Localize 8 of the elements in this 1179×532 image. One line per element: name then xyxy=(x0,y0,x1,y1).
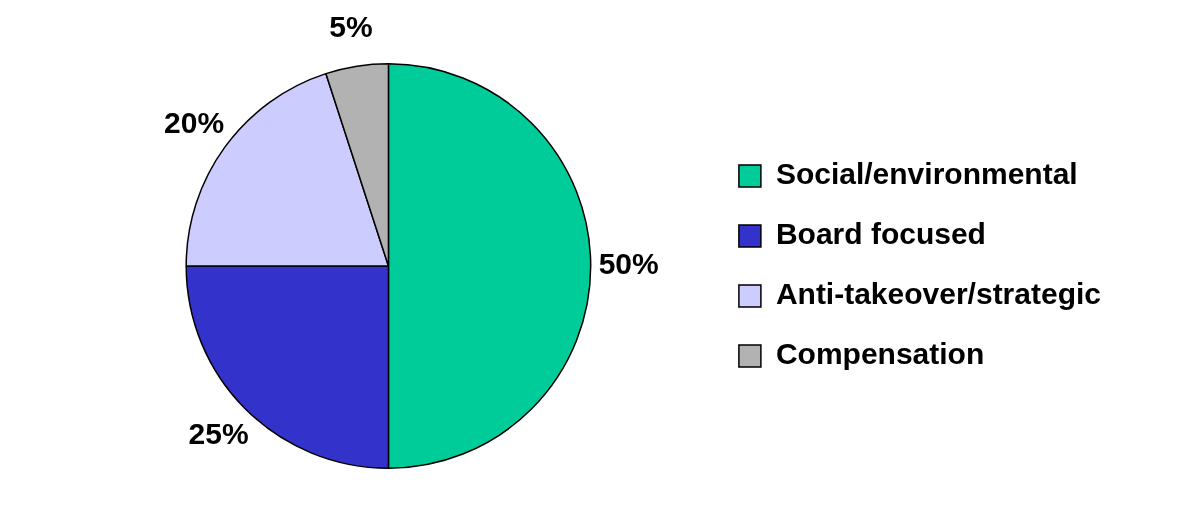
data-label: 20% xyxy=(164,106,225,140)
legend-label: Anti-takeover/strategic xyxy=(775,277,1101,311)
legend-label: Social/environmental xyxy=(775,157,1078,191)
legend-label: Board focused xyxy=(775,217,986,251)
data-label: 25% xyxy=(188,417,249,451)
data-label: 50% xyxy=(598,247,659,281)
legend-label: Compensation xyxy=(775,337,985,371)
data-label: 5% xyxy=(329,9,373,43)
